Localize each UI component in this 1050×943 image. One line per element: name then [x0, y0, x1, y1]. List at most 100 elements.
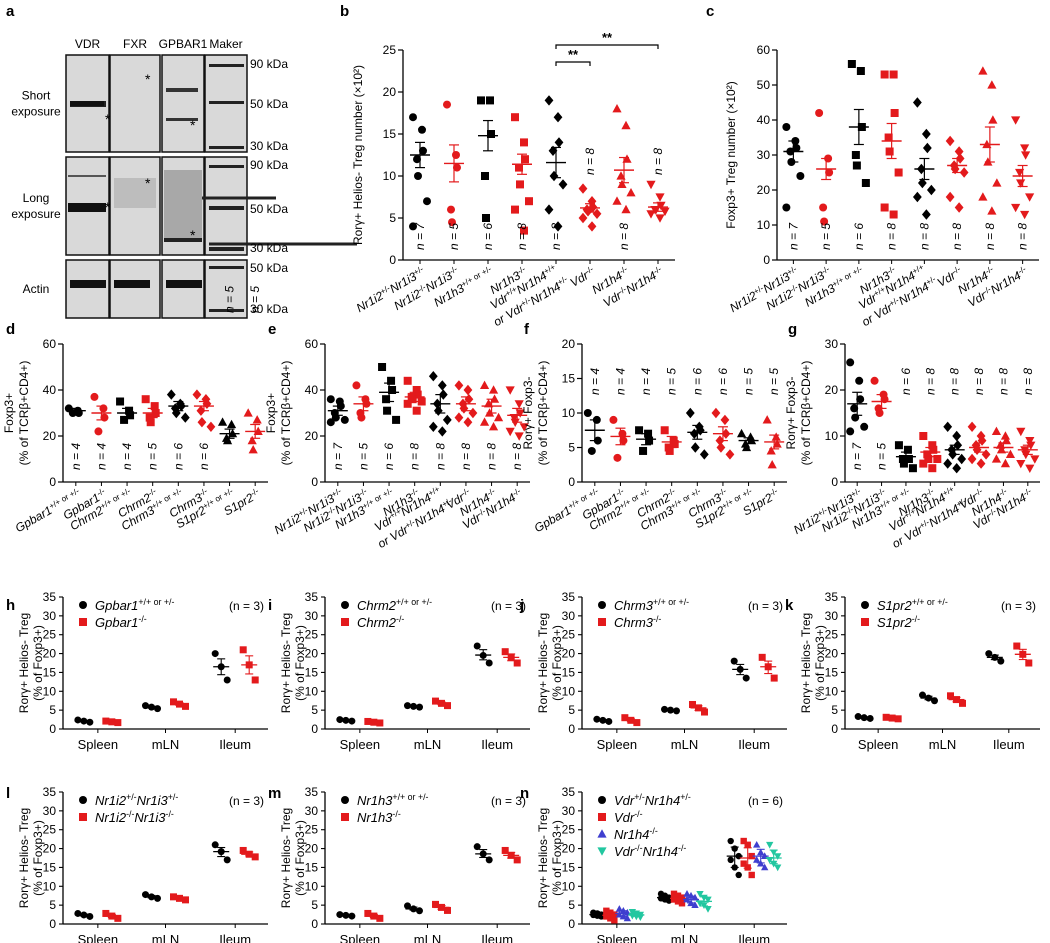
data-point [855, 376, 864, 385]
data-point [621, 204, 631, 214]
band [209, 165, 244, 168]
significance-bracket [555, 44, 659, 49]
y-tick-label: 20 [43, 647, 57, 661]
y-tick-label: 5 [49, 703, 56, 717]
data-point [549, 170, 559, 182]
y-tick-label: 0 [389, 253, 396, 267]
data-point [687, 891, 695, 899]
n-label: n = 5 [819, 223, 833, 250]
data-point [348, 717, 356, 725]
data-point [587, 221, 597, 232]
y-tick-label: 10 [562, 406, 576, 420]
data-point [239, 846, 247, 854]
data-point [1021, 151, 1031, 160]
band [114, 178, 156, 208]
data-point [416, 703, 423, 711]
marker-label: 30 kDa [250, 302, 288, 316]
data-point [413, 390, 422, 399]
data-point [454, 380, 464, 391]
y-tick-label: 15 [43, 665, 57, 679]
data-point [544, 204, 554, 215]
asterisk-marker: * [190, 117, 196, 133]
y-tick-label: 25 [825, 628, 839, 642]
n-label: n = 5 [447, 223, 461, 250]
data-point [612, 104, 622, 113]
y-tick-label: 30 [757, 148, 771, 162]
data-point [917, 177, 927, 189]
legend-label: Vdr-/- [614, 809, 643, 825]
data-point [908, 464, 917, 473]
band [209, 146, 244, 149]
legend-label: Chrm3-/- [614, 614, 661, 630]
data-point [967, 453, 977, 465]
data-point [525, 197, 533, 206]
n-label: n = 4 [639, 368, 653, 395]
band [166, 196, 276, 200]
data-point [403, 399, 412, 408]
y-tick-label: 20 [305, 842, 319, 856]
data-point [558, 179, 568, 190]
data-point [1020, 144, 1030, 153]
y-tick-label: 60 [757, 43, 771, 57]
x-tick-label: mLN [152, 932, 179, 943]
data-point [711, 407, 721, 419]
y-axis-label: Rorγ+ Foxp3- [784, 376, 798, 449]
y-tick-label: 10 [305, 684, 319, 698]
y-tick-label: 35 [43, 590, 57, 604]
y-axis-label: (% of Foxp3+) [31, 625, 45, 701]
y-tick-label: 20 [562, 842, 576, 856]
data-point [223, 856, 231, 864]
data-point [114, 914, 122, 922]
data-point [882, 713, 890, 721]
data-point [352, 381, 361, 390]
x-tick-label: mLN [671, 737, 698, 752]
n-label: n = 6 [690, 368, 704, 395]
data-point [603, 913, 610, 920]
data-point [889, 70, 898, 79]
n-label: n = 8 [996, 368, 1010, 395]
data-point [519, 423, 529, 432]
legend-label: Nr1i2+/-Nr1i3+/- [95, 792, 178, 808]
data-point [611, 911, 618, 918]
n-label: n = 5 [767, 368, 781, 395]
asterisk-marker: * [145, 71, 151, 87]
data-point [933, 455, 942, 463]
marker-label: 90 kDa [250, 158, 288, 172]
y-tick-label: 15 [305, 665, 319, 679]
legend-label: Vdr+/-Nr1h4+/- [614, 792, 691, 808]
legend-marker [341, 796, 349, 804]
y-tick-label: 30 [305, 804, 319, 818]
data-point [548, 145, 558, 156]
data-point [433, 405, 443, 416]
data-point [326, 418, 335, 427]
marker-label: 50 kDa [250, 261, 288, 275]
data-point [520, 138, 528, 147]
data-point [613, 453, 622, 462]
y-axis-label: Rorγ+ Helios- Treg [17, 808, 31, 908]
data-point [774, 853, 782, 860]
data-point [141, 395, 150, 404]
y-tick-label: 35 [43, 785, 57, 799]
row-label: exposure [11, 207, 61, 221]
data-point [481, 172, 489, 180]
data-point [617, 179, 627, 188]
data-point [646, 210, 656, 219]
data-point [102, 909, 110, 917]
legend-marker [341, 601, 349, 609]
data-point [479, 417, 490, 426]
y-tick-label: 20 [825, 383, 839, 397]
data-point [94, 427, 103, 436]
blot-frame [161, 259, 205, 319]
legend-label: Chrm2-/- [357, 614, 404, 630]
n-label: n = 4 [120, 443, 134, 470]
data-point [459, 403, 469, 414]
data-point [489, 394, 500, 403]
data-point [943, 458, 953, 469]
data-point [452, 151, 460, 159]
data-point [699, 449, 709, 460]
data-point [852, 161, 861, 170]
n-label: n = 6 [171, 443, 185, 470]
